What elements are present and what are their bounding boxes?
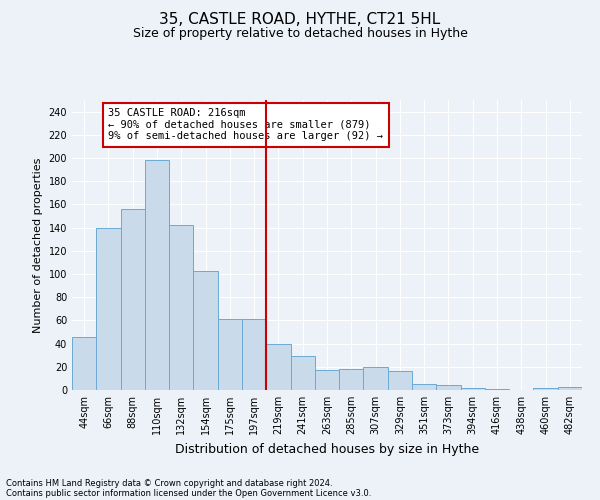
Text: 35, CASTLE ROAD, HYTHE, CT21 5HL: 35, CASTLE ROAD, HYTHE, CT21 5HL — [160, 12, 440, 28]
Bar — [315, 370, 339, 390]
Bar — [388, 372, 412, 390]
Bar — [339, 369, 364, 390]
Bar — [169, 226, 193, 390]
Text: Contains public sector information licensed under the Open Government Licence v3: Contains public sector information licen… — [6, 488, 371, 498]
Text: Size of property relative to detached houses in Hythe: Size of property relative to detached ho… — [133, 28, 467, 40]
Bar — [461, 388, 485, 390]
Bar — [218, 319, 242, 390]
Bar — [266, 344, 290, 390]
Bar — [533, 388, 558, 390]
Bar — [485, 389, 509, 390]
Bar — [558, 386, 582, 390]
Bar — [364, 367, 388, 390]
Text: 35 CASTLE ROAD: 216sqm
← 90% of detached houses are smaller (879)
9% of semi-det: 35 CASTLE ROAD: 216sqm ← 90% of detached… — [109, 108, 383, 142]
Bar — [145, 160, 169, 390]
Bar — [72, 336, 96, 390]
Y-axis label: Number of detached properties: Number of detached properties — [33, 158, 43, 332]
Text: Contains HM Land Registry data © Crown copyright and database right 2024.: Contains HM Land Registry data © Crown c… — [6, 478, 332, 488]
Bar — [96, 228, 121, 390]
Bar — [412, 384, 436, 390]
Bar — [290, 356, 315, 390]
X-axis label: Distribution of detached houses by size in Hythe: Distribution of detached houses by size … — [175, 442, 479, 456]
Bar — [242, 319, 266, 390]
Bar — [193, 270, 218, 390]
Bar — [121, 209, 145, 390]
Bar — [436, 386, 461, 390]
